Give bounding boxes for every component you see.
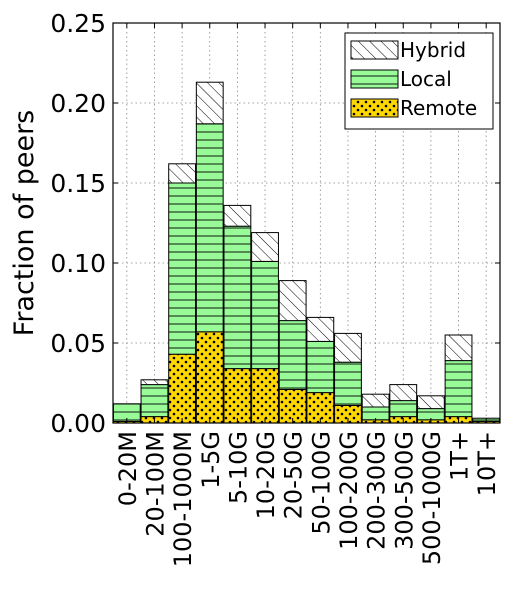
x-tick-label: 100-1000M <box>169 431 197 567</box>
x-tick-label: 200-300G <box>363 431 391 550</box>
bar-remote-100-1000M <box>168 353 197 424</box>
bar-local-10-20G <box>251 260 279 370</box>
bar-local-1T+ <box>444 360 473 418</box>
y-axis-ticks: 0.00 0.05 0.10 0.15 0.20 0.25 <box>50 9 500 438</box>
legend-swatch-local <box>350 69 399 89</box>
bar-remote-50-100G <box>306 392 335 424</box>
bar-local-300-500G <box>389 400 418 418</box>
legend-swatch-remote <box>350 98 399 118</box>
bar-local-5-10G <box>223 225 252 370</box>
bar-hybrid-500-1000G <box>416 395 445 410</box>
x-tick-label: 0-20M <box>114 431 142 506</box>
x-axis-ticks: 0-20M 20-100M 100-1000M 1-5G 5-10G 10-20G 20-5… <box>114 23 501 567</box>
bar-hybrid-200-300G <box>361 393 390 408</box>
bar-remote-5-10G <box>223 368 252 424</box>
legend-swatch-hybrid <box>350 40 399 60</box>
legend-label-local: Local <box>400 67 452 91</box>
x-tick-label: 500-1000G <box>418 431 446 565</box>
x-tick-label: 1T+ <box>446 431 474 481</box>
legend-label-remote: Remote <box>400 96 477 120</box>
bar-remote-20-50G <box>278 388 307 424</box>
bar-hybrid-20-100M <box>140 379 169 386</box>
legend: Hybrid Local Remote <box>344 32 494 130</box>
x-tick-label: 300-500G <box>390 431 418 550</box>
x-tick-label: 10-20G <box>252 431 280 519</box>
y-tick-label: 0.05 <box>50 329 106 358</box>
y-tick-label: 0.25 <box>50 9 106 38</box>
bar-hybrid-100-200G <box>334 332 362 363</box>
bar-local-100-200G <box>334 361 362 406</box>
y-axis-label: Fraction of peers <box>9 110 40 337</box>
bar-hybrid-1-5G <box>195 81 224 125</box>
bar-hybrid-1T+ <box>444 334 473 362</box>
bar-local-20-100M <box>140 384 169 418</box>
x-tick-label: 10T+ <box>473 431 501 496</box>
bars <box>112 81 501 424</box>
x-tick-label: 100-200G <box>335 431 363 550</box>
x-tick-label: 50-100G <box>307 431 335 535</box>
bar-hybrid-5-10G <box>223 204 252 227</box>
y-tick-label: 0.10 <box>50 249 106 278</box>
y-tick-label: 0.20 <box>50 89 106 118</box>
legend-label-hybrid: Hybrid <box>400 38 466 62</box>
bar-hybrid-10-20G <box>251 232 279 262</box>
x-tick-label: 20-100M <box>141 431 169 537</box>
bar-local-1-5G <box>195 123 224 333</box>
bar-local-200-300G <box>361 406 390 421</box>
bar-local-20-50G <box>278 320 307 390</box>
bar-hybrid-20-50G <box>278 280 307 322</box>
bar-hybrid-300-500G <box>389 384 418 402</box>
bar-remote-10-20G <box>251 368 279 424</box>
bar-remote-1-5G <box>195 331 224 424</box>
bar-local-50-100G <box>306 340 335 394</box>
bar-hybrid-50-100G <box>306 316 335 342</box>
y-tick-label: 0.00 <box>50 409 106 438</box>
plot-frame <box>112 22 501 424</box>
bar-hybrid-100-1000M <box>168 163 197 184</box>
x-tick-label: 5-10G <box>224 431 252 504</box>
y-tick-label: 0.15 <box>50 169 106 198</box>
bar-local-100-1000M <box>168 182 197 355</box>
x-tick-label: 20-50G <box>280 431 308 519</box>
x-tick-label: 1-5G <box>197 431 225 489</box>
